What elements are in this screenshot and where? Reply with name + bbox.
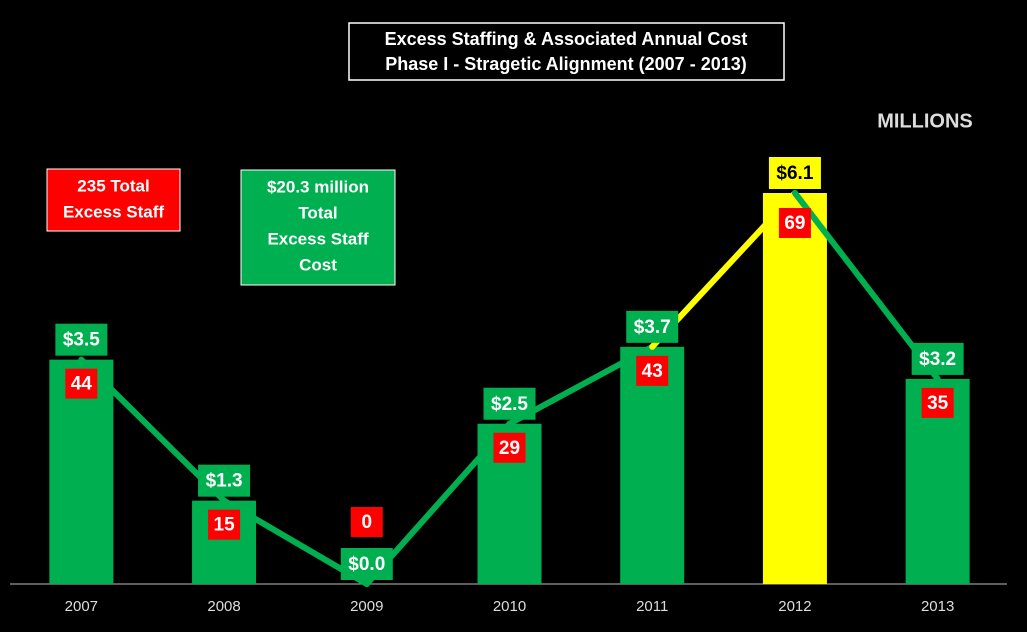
value-label: $1.3 <box>206 471 243 492</box>
annotation-text: Excess Staff <box>63 202 164 221</box>
x-tick-label: 2010 <box>493 598 526 615</box>
value-label-box <box>340 548 393 580</box>
value-label-box <box>911 342 964 375</box>
staff-label: 69 <box>784 213 805 234</box>
annotation-box <box>240 169 396 286</box>
value-label-box <box>768 157 821 189</box>
annotation-text: 235 Total <box>77 176 149 195</box>
title-box <box>348 22 785 81</box>
staff-label-box <box>636 355 669 386</box>
x-tick-label: 2007 <box>65 598 98 615</box>
chart-title: Excess Staffing & Associated Annual Cost <box>385 29 748 49</box>
value-label-box <box>483 387 536 420</box>
staff-label: 43 <box>642 361 663 382</box>
chart-subtitle: Phase I - Stragetic Alignment (2007 - 20… <box>385 54 746 74</box>
value-label-box <box>55 323 108 356</box>
x-tick-label: 2009 <box>350 598 383 615</box>
staff-label: 15 <box>214 515 236 536</box>
value-label: $2.5 <box>491 394 528 415</box>
annotation-text: $20.3 million <box>267 177 369 196</box>
staff-label: 0 <box>361 512 372 533</box>
value-label: $0.0 <box>348 554 385 575</box>
x-tick-label: 2013 <box>921 598 954 615</box>
value-label: $6.1 <box>776 163 813 184</box>
staff-label-box <box>65 368 98 399</box>
x-tick-label: 2008 <box>207 598 240 615</box>
value-label: $3.2 <box>919 349 956 370</box>
unit-label: MILLIONS <box>877 110 973 132</box>
staff-label-box <box>208 509 241 540</box>
annotation-box <box>46 168 181 232</box>
staff-label-box <box>350 507 383 537</box>
staff-label: 29 <box>499 438 520 459</box>
x-tick-label: 2012 <box>778 598 811 615</box>
annotation-text: Cost <box>299 255 337 274</box>
staff-label: 44 <box>71 374 93 395</box>
x-tick-label: 2011 <box>636 598 668 615</box>
staff-label: 35 <box>927 393 949 414</box>
annotation-text: Total <box>298 203 337 222</box>
value-label: $3.7 <box>634 317 671 338</box>
value-label: $3.5 <box>63 330 100 351</box>
bar <box>620 346 685 584</box>
bar <box>762 193 827 584</box>
staff-label-box <box>778 208 811 238</box>
annotation-text: Excess Staff <box>267 229 368 248</box>
staff-label-box <box>921 387 954 418</box>
value-label-box <box>198 464 251 497</box>
staff-label-box <box>493 432 526 463</box>
value-label-box <box>626 310 679 343</box>
